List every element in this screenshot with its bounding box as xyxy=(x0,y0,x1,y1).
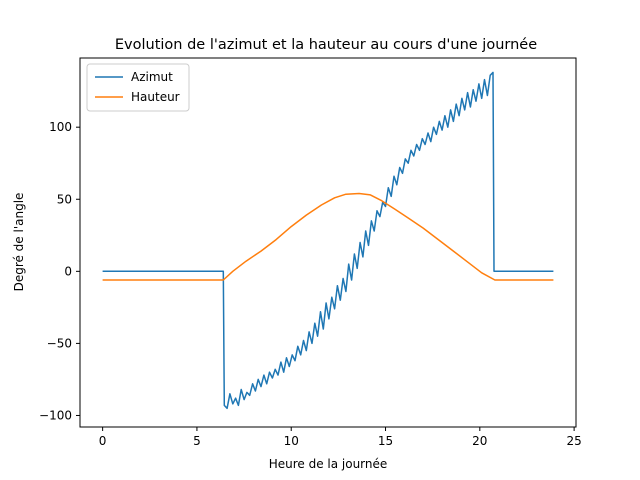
x-axis-label: Heure de la journée xyxy=(269,457,388,471)
y-axis-label: Degré de l'angle xyxy=(12,193,26,292)
x-tick-label: 15 xyxy=(378,434,393,448)
legend-entry-hauteur: Hauteur xyxy=(131,90,180,104)
plot-frame xyxy=(79,57,577,428)
x-axis: 0 5 10 15 20 25 xyxy=(99,427,582,448)
legend-box xyxy=(86,63,190,112)
series-lines xyxy=(102,71,554,410)
y-tick-label: 50 xyxy=(57,192,72,206)
chart-title: Evolution de l'azimut et la hauteur au c… xyxy=(115,37,537,53)
legend-entry-azimut: Azimut xyxy=(131,70,173,84)
series-line-hauteur xyxy=(102,192,554,281)
x-tick-label: 10 xyxy=(284,434,299,448)
x-tick-label: 20 xyxy=(472,434,487,448)
x-tick-label: 5 xyxy=(193,434,201,448)
x-tick-label: 0 xyxy=(99,434,107,448)
y-tick-label: −50 xyxy=(47,336,72,350)
y-tick-label: 0 xyxy=(64,264,72,278)
x-tick-label: 25 xyxy=(566,434,581,448)
y-tick-label: 100 xyxy=(49,120,72,134)
series-line-azimut xyxy=(102,71,554,410)
legend: Azimut Hauteur xyxy=(86,63,190,112)
y-tick-label: −100 xyxy=(39,408,72,422)
y-axis: −100 −50 0 50 100 xyxy=(39,120,80,422)
